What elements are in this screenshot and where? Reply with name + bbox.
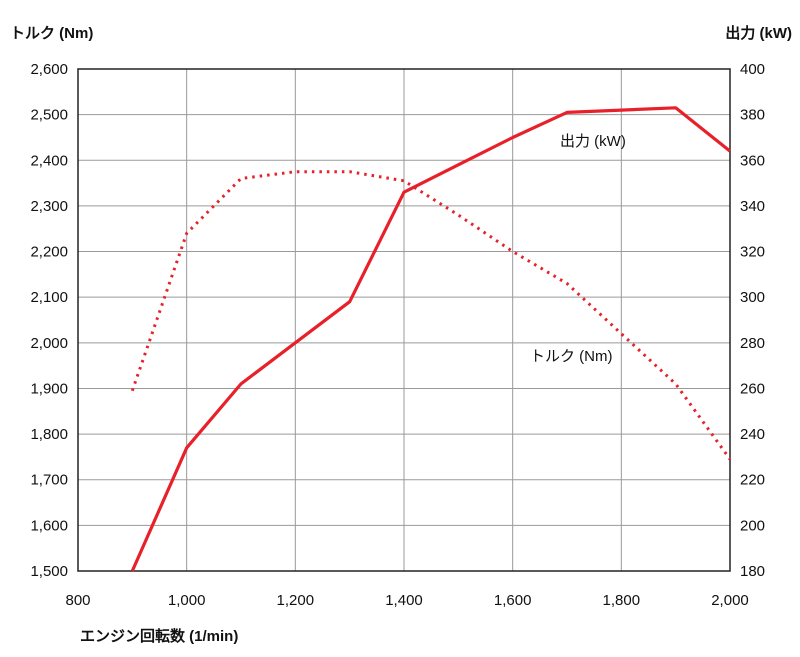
- left-tick-label: 1,700: [30, 472, 68, 489]
- series-label-power: 出力 (kW): [560, 133, 626, 150]
- left-tick-label: 2,000: [30, 335, 68, 352]
- series-labels: 出力 (kW) トルク (Nm): [530, 133, 626, 365]
- x-tick-label: 1,800: [603, 592, 641, 609]
- right-axis-ticks: 180 200 220 240 260 280 300 320 340 360 380 400: [740, 61, 765, 580]
- right-tick-label: 240: [740, 426, 765, 443]
- right-tick-label: 280: [740, 335, 765, 352]
- left-tick-label: 1,500: [30, 563, 68, 580]
- left-tick-label: 2,500: [30, 107, 68, 124]
- left-tick-label: 2,400: [30, 152, 68, 169]
- left-tick-label: 2,100: [30, 289, 68, 306]
- x-tick-label: 800: [65, 592, 90, 609]
- x-axis-title: エンジン回転数 (1/min): [80, 628, 239, 645]
- torque-line: [130, 170, 732, 461]
- x-tick-label: 1,400: [385, 592, 423, 609]
- right-tick-label: 360: [740, 152, 765, 169]
- right-tick-label: 340: [740, 198, 765, 215]
- left-axis-title: トルク (Nm): [10, 25, 94, 42]
- right-tick-label: 400: [740, 61, 765, 78]
- right-tick-label: 220: [740, 472, 765, 489]
- left-tick-label: 2,600: [30, 61, 68, 78]
- left-tick-label: 1,600: [30, 517, 68, 534]
- left-axis-ticks: 1,500 1,600 1,700 1,800 1,900 2,000 2,100 2,200…: [30, 61, 68, 580]
- x-axis-ticks: 800 1,000 1,200 1,400 1,600 1,800 2,000: [65, 592, 748, 609]
- grid-lines: [78, 69, 730, 571]
- series-lines: [130, 106, 732, 572]
- right-axis-title: 出力 (kW): [725, 25, 792, 42]
- x-tick-label: 1,600: [494, 592, 532, 609]
- right-tick-label: 260: [740, 380, 765, 397]
- left-tick-label: 1,800: [30, 426, 68, 443]
- left-tick-label: 2,300: [30, 198, 68, 215]
- right-tick-label: 200: [740, 517, 765, 534]
- x-tick-label: 2,000: [711, 592, 749, 609]
- right-tick-label: 300: [740, 289, 765, 306]
- left-tick-label: 1,900: [30, 380, 68, 397]
- right-tick-label: 380: [740, 107, 765, 124]
- x-tick-label: 1,000: [168, 592, 206, 609]
- left-tick-label: 2,200: [30, 244, 68, 261]
- series-label-torque: トルク (Nm): [530, 348, 613, 365]
- power-line: [130, 106, 731, 572]
- plot-frame: [77, 68, 731, 572]
- right-tick-label: 320: [740, 244, 765, 261]
- right-tick-label: 180: [740, 563, 765, 580]
- x-tick-label: 1,200: [277, 592, 315, 609]
